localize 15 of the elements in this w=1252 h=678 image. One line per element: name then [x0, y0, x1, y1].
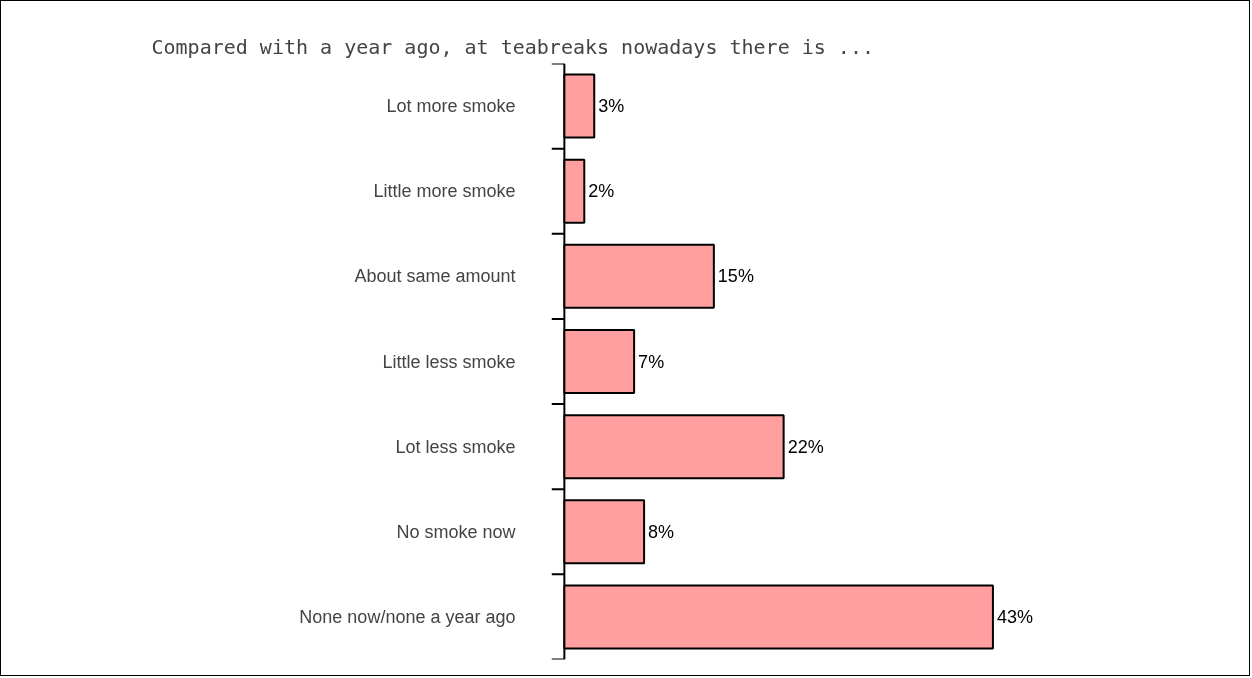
data-label: 3%	[598, 96, 625, 117]
y-tick-label: Lot more smoke	[386, 96, 516, 117]
data-label: 43%	[996, 606, 1033, 627]
data-label: 7%	[638, 351, 665, 372]
y-tick-label: None now/none a year ago	[299, 606, 516, 627]
data-label: 22%	[787, 436, 824, 457]
y-tick-label: No smoke now	[396, 521, 517, 542]
y-tick-label: Little more smoke	[373, 181, 516, 202]
y-tick-label: Lot less smoke	[395, 436, 516, 457]
y-tick-label: About same amount	[354, 266, 516, 287]
y-tick-label: Little less smoke	[382, 351, 516, 372]
data-label: 15%	[717, 266, 754, 287]
data-label: 8%	[648, 521, 675, 542]
data-label: 2%	[588, 181, 615, 202]
chart-title: Compared with a year ago, at teabreaks nowadays there is ...	[151, 34, 874, 59]
